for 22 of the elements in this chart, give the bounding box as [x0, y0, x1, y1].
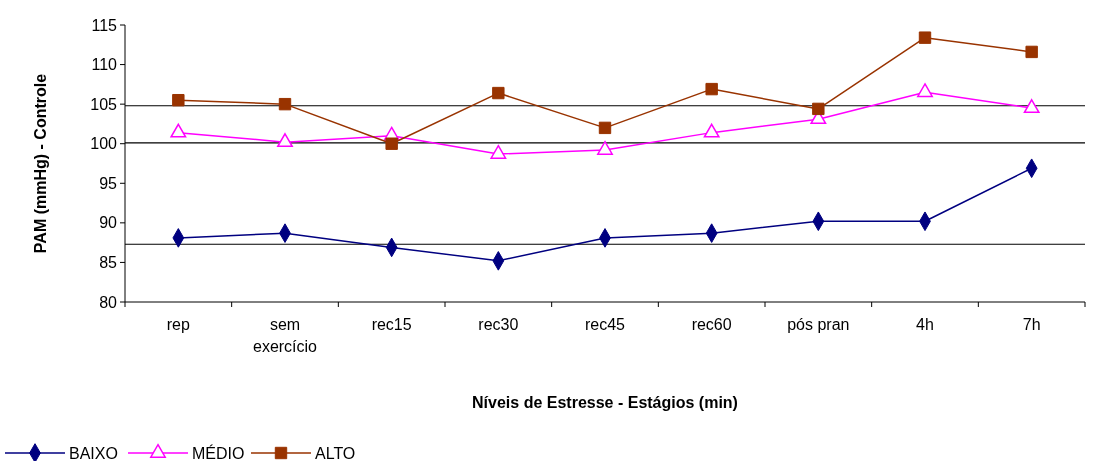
legend-label: BAIXO [69, 444, 118, 461]
y-axis-title: PAM (mmHg) - Controle [32, 73, 49, 254]
y-tick-label: 90 [99, 214, 118, 232]
y-tick-label: 110 [91, 56, 118, 74]
x-tick-label: rec30 [478, 316, 519, 333]
x-axis-title: Níveis de Estresse - Estágios (min) [472, 394, 738, 411]
y-tick-label: 100 [90, 135, 118, 153]
y-tick-label: 115 [91, 16, 118, 34]
y-tick-label: 95 [99, 174, 118, 192]
x-tick-label: rec60 [691, 316, 732, 333]
x-tick-label: 7h [1022, 316, 1041, 333]
legend-label: MÉDIO [192, 443, 245, 461]
x-tick-label: rec15 [371, 316, 412, 333]
x-tick-label: rec45 [584, 316, 626, 333]
x-tick-label: rep [166, 316, 190, 333]
y-tick-label: 85 [99, 254, 118, 272]
x-tick-label: sem exercício [252, 316, 318, 355]
x-tick-label: pós pran [787, 316, 850, 333]
legend-label: ALTO [315, 444, 356, 461]
y-tick-label: 105 [90, 95, 118, 113]
y-tick-label: 80 [99, 293, 118, 311]
x-tick-label: 4h [916, 316, 934, 333]
